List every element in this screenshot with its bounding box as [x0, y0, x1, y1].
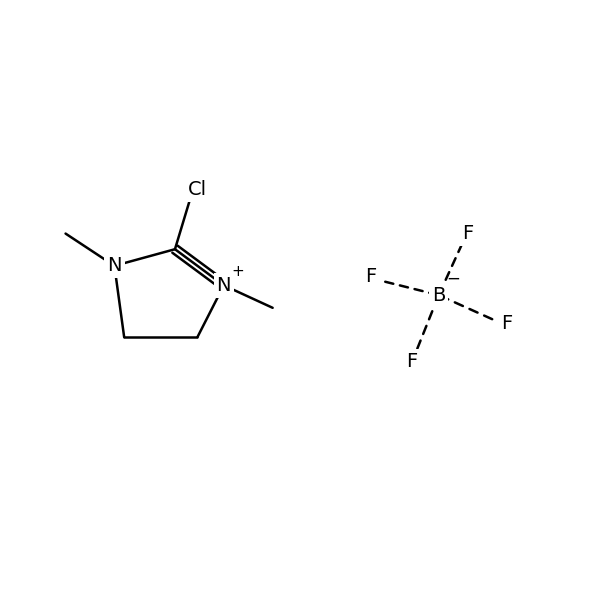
Text: Cl: Cl [188, 180, 207, 199]
Text: F: F [463, 224, 473, 243]
Text: N: N [217, 276, 231, 295]
Text: N: N [107, 256, 122, 275]
Text: F: F [502, 314, 513, 333]
Text: B: B [432, 286, 445, 305]
Text: F: F [406, 352, 417, 371]
Text: +: + [231, 264, 244, 279]
Text: −: − [446, 269, 460, 287]
Text: F: F [365, 267, 376, 286]
